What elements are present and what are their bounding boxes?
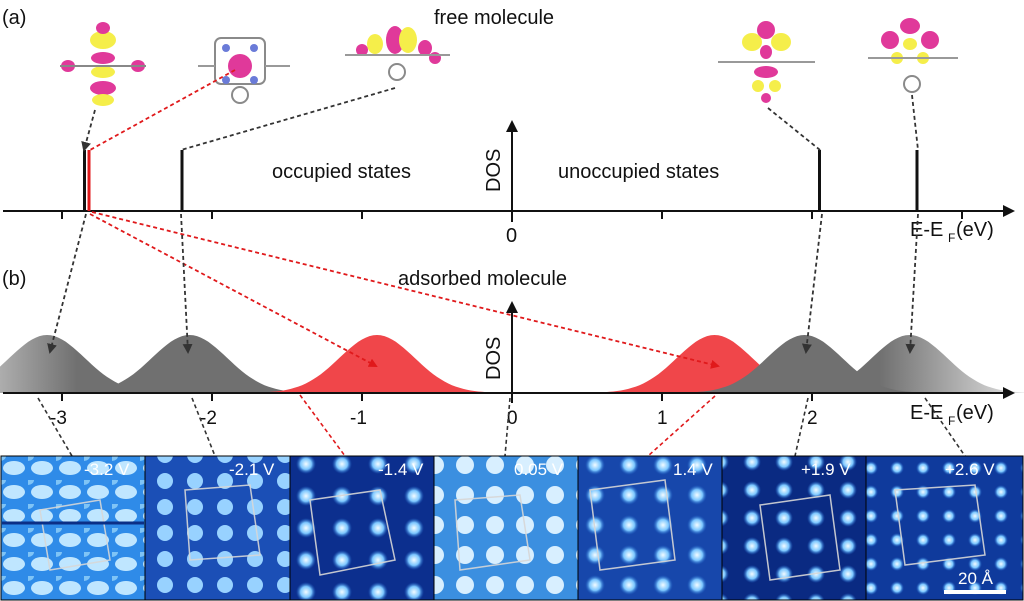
panel-b-title: adsorbed molecule — [398, 268, 567, 290]
molecule-overlays — [39, 479, 986, 581]
stm-image-1 — [0, 455, 146, 601]
svg-text:(eV): (eV) — [956, 402, 994, 424]
bias-label-6: +1.9 V — [801, 460, 851, 479]
connectors-a — [81, 69, 919, 152]
stm-image-2 — [144, 455, 291, 601]
axis-b-y-label: DOS — [483, 337, 505, 380]
bias-label-2: -2.1 V — [229, 460, 275, 479]
bias-label-7: +2.6 V — [945, 460, 995, 479]
scale-bar-label: 20 Å — [958, 569, 994, 588]
axis-a-x-label: E-E F (eV) — [910, 219, 994, 245]
unoccupied-states-label: unoccupied states — [558, 161, 719, 183]
free-levels — [83, 150, 919, 211]
orbital-icon-5 — [868, 18, 958, 93]
connectors-b-stm — [37, 394, 966, 457]
adsorbed-peak-2 — [39, 335, 340, 393]
orbital-icon-2 — [198, 37, 290, 104]
svg-text:E-E: E-E — [910, 219, 943, 241]
axis-b-tick-label-3: -1 — [350, 408, 367, 429]
bias-label-4: 0.05 V — [514, 460, 564, 479]
bias-label-3: -1.4 V — [378, 460, 424, 479]
adsorbed-peak-5 — [654, 335, 955, 393]
axis-a-zero-label: 0 — [506, 225, 517, 247]
stm-strip: -3.2 V -2.1 V -1.4 V 0.05 V 1.4 V +1.9 V… — [0, 455, 1024, 601]
axis-b-tick-label-6: 2 — [807, 408, 818, 429]
panel-a-tag: (a) — [2, 7, 26, 29]
panel-a-title: free molecule — [434, 7, 554, 29]
bias-label-5: 1.4 V — [673, 460, 713, 479]
bias-label-1: -3.2 V — [84, 460, 130, 479]
axis-b-x-label: E-E F (eV) — [910, 402, 994, 428]
panel-b-tag: (b) — [2, 268, 26, 290]
axis-b-tick-label-4: 0 — [507, 408, 518, 429]
stm-image-4 — [433, 455, 579, 601]
orbital-icon-1 — [60, 22, 146, 106]
adsorbed-peak-6 — [759, 335, 1024, 393]
connectors-ab — [47, 211, 919, 369]
svg-text:F: F — [948, 231, 955, 245]
occupied-states-label: occupied states — [272, 161, 411, 183]
axis-b-tick-label-1: -3 — [50, 408, 67, 429]
svg-text:F: F — [948, 414, 955, 428]
axis-b-tick-label-5: 1 — [657, 408, 668, 429]
stm-image-7 — [865, 455, 1024, 601]
svg-text:(eV): (eV) — [956, 219, 994, 241]
axis-b-tick-label-2: -2 — [200, 408, 217, 429]
svg-text:E-E: E-E — [910, 402, 943, 424]
stm-image-5 — [577, 455, 723, 601]
orbital-icon-4 — [718, 21, 815, 103]
axis-a-ticks — [61, 211, 963, 219]
axis-b-ticks: -3 -2 -1 0 1 2 — [50, 393, 818, 429]
orbital-icon-3 — [345, 26, 450, 81]
scale-bar — [944, 590, 1006, 594]
adsorbed-peak-3 — [227, 335, 527, 393]
axis-a-y-label: DOS — [483, 149, 505, 192]
